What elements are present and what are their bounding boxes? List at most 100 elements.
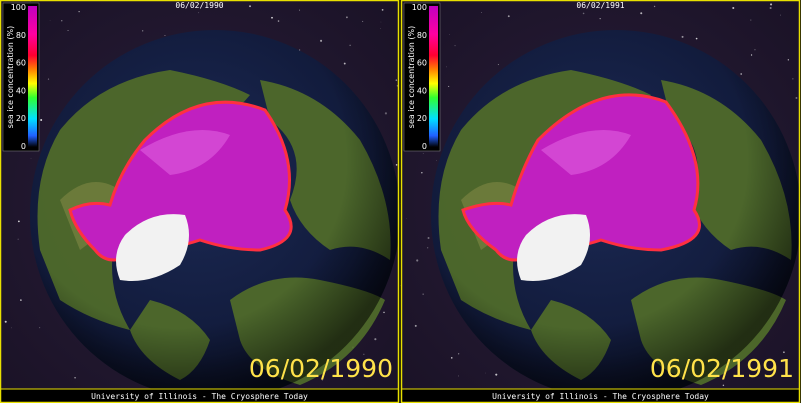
star [458, 353, 460, 355]
star [640, 12, 643, 15]
footer: University of Illinois - The Cryosphere … [91, 392, 308, 401]
star [722, 384, 725, 387]
big-date: 06/02/1991 [650, 354, 794, 383]
star [363, 353, 365, 355]
colorbar-label: sea ice concentration (%) [407, 26, 416, 128]
star [787, 59, 790, 61]
star [769, 7, 772, 10]
star [750, 54, 753, 56]
colorbar-tick-label: 20 [16, 114, 26, 123]
star [732, 6, 735, 10]
star [142, 30, 144, 32]
star [249, 5, 251, 8]
star [380, 21, 382, 23]
star [17, 238, 19, 240]
colorbar-tick-label: 0 [422, 142, 427, 151]
star [346, 16, 348, 19]
star [481, 12, 482, 13]
colorbar-tick-label: 80 [16, 31, 26, 40]
colorbar-label: sea ice concentration (%) [6, 26, 15, 128]
star [421, 172, 423, 174]
star [67, 30, 69, 31]
star [4, 320, 7, 323]
star [740, 73, 743, 75]
star [384, 112, 388, 115]
star [395, 164, 398, 166]
colorbar-tick-label: 20 [417, 114, 427, 123]
star [458, 375, 459, 377]
colorbar-tick-label: 60 [16, 59, 26, 68]
star [20, 299, 22, 301]
star [448, 85, 450, 87]
star [299, 49, 301, 51]
footer: University of Illinois - The Cryosphere … [492, 392, 709, 401]
star [40, 119, 43, 121]
colorbar-tick-label: 0 [21, 142, 26, 151]
star [485, 372, 486, 374]
star [198, 12, 200, 14]
panel: 0 20 40 60 80 100 sea ice concentration (%) 06/… [0, 0, 400, 403]
footer-bar [0, 389, 399, 403]
globe-shading [30, 30, 400, 400]
star [374, 338, 377, 341]
star [17, 220, 20, 223]
star [422, 293, 424, 295]
star [599, 17, 601, 20]
colorbar-tick-label: 40 [16, 86, 26, 95]
star [381, 8, 384, 11]
star [39, 327, 41, 329]
star [446, 66, 447, 68]
star [10, 327, 12, 329]
star [383, 311, 385, 314]
star [750, 19, 752, 21]
star [416, 259, 419, 262]
star [754, 49, 756, 51]
star [61, 20, 63, 22]
star [164, 35, 166, 37]
star [681, 35, 684, 38]
colorbar [28, 6, 37, 147]
star [454, 45, 456, 47]
star [362, 20, 364, 22]
star [78, 10, 80, 13]
header-date: 06/02/1990 [175, 1, 223, 10]
star [380, 27, 381, 29]
star [422, 152, 424, 154]
star [271, 16, 273, 19]
colorbar-tick-label: 100 [11, 3, 26, 12]
star [449, 34, 451, 36]
star [277, 20, 280, 22]
star [343, 62, 346, 65]
colorbar [429, 6, 438, 147]
star [74, 377, 76, 379]
colorbar-tick-label: 100 [412, 3, 427, 12]
star [507, 15, 510, 18]
big-date: 06/02/1990 [249, 354, 393, 383]
star [450, 357, 453, 359]
star [436, 160, 437, 161]
star [582, 12, 585, 15]
star [427, 236, 430, 239]
star [320, 39, 323, 42]
star [783, 351, 785, 354]
star [792, 78, 794, 80]
star [427, 247, 429, 249]
star [695, 37, 698, 40]
star [30, 158, 32, 159]
colorbar-tick-label: 40 [417, 86, 427, 95]
star [497, 64, 499, 66]
globe-shading [431, 30, 801, 400]
footer-bar [401, 389, 800, 403]
header-date: 06/02/1991 [576, 1, 624, 10]
star [299, 9, 301, 11]
panel: 0 20 40 60 80 100 sea ice concentration (%) 06/… [400, 0, 801, 403]
star [349, 44, 351, 46]
star [395, 79, 398, 81]
colorbar-tick-label: 80 [417, 31, 427, 40]
star [414, 324, 417, 327]
star [47, 78, 50, 80]
colorbar-tick-label: 60 [417, 59, 427, 68]
star [770, 3, 773, 6]
star [653, 5, 656, 8]
